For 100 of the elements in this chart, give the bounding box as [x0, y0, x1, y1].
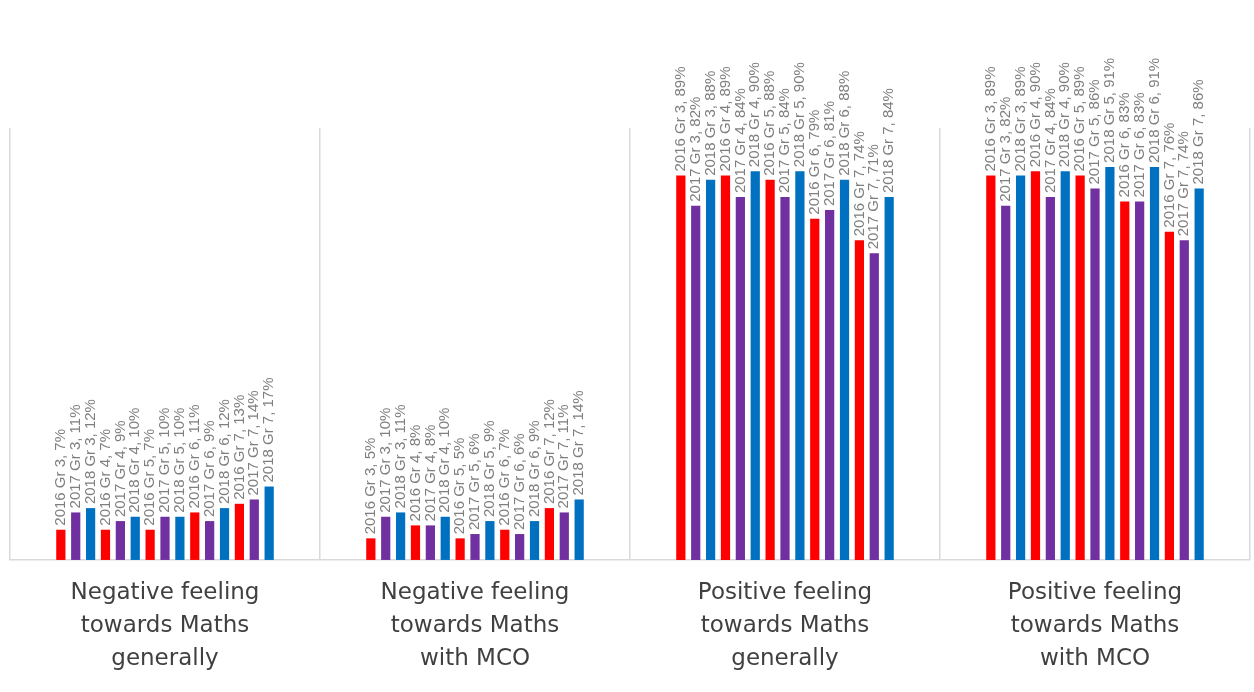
data-label: 2018 Gr 4, 90%	[745, 62, 763, 168]
data-label: 2017 Gr 4, 84%	[1040, 88, 1058, 194]
data-label: 2017 Gr 4, 84%	[730, 88, 748, 194]
bar	[175, 516, 185, 560]
bar	[234, 503, 245, 560]
bar	[56, 529, 66, 560]
bar	[839, 179, 850, 560]
x-tick-label: Negative feeling towards Maths generally	[70, 577, 260, 671]
data-label: 2016 Gr 3, 89%	[670, 66, 688, 172]
bar	[869, 253, 879, 560]
data-label: 2018 Gr 7, 17%	[259, 377, 277, 483]
bar	[485, 521, 495, 560]
bar	[691, 205, 701, 560]
bar	[1001, 205, 1011, 560]
data-label: 2016 Gr 4, 90%	[1025, 62, 1043, 168]
bar	[574, 499, 584, 560]
bar	[780, 197, 790, 560]
bar	[264, 486, 274, 560]
data-label: 2018 Gr 7, 86%	[1189, 79, 1207, 185]
data-label: 2017 Gr 4, 8%	[420, 424, 438, 522]
bar	[1149, 166, 1160, 560]
bar	[676, 175, 686, 560]
data-label: 2017 Gr 6, 83%	[1129, 92, 1147, 198]
bar	[986, 175, 996, 560]
x-tick-label: Negative feeling towards Maths with MCO	[380, 577, 570, 671]
data-label: 2016 Gr 3, 5%	[360, 437, 378, 535]
bar	[1060, 171, 1070, 560]
data-label: 2018 Gr 5, 9%	[480, 420, 498, 518]
bar	[455, 538, 465, 560]
data-label: 2016 Gr 4, 7%	[95, 428, 113, 526]
bar	[71, 512, 81, 560]
bar	[1105, 166, 1115, 560]
data-label: 2017 Gr 7, 71%	[864, 144, 882, 250]
bar	[705, 179, 716, 560]
data-label: 2016 Gr 5, 7%	[140, 428, 158, 526]
bar	[854, 240, 865, 560]
data-label: 2017 Gr 3, 82%	[685, 96, 703, 202]
data-label: 2016 Gr 7, 76%	[1159, 122, 1177, 228]
bar	[559, 512, 569, 560]
x-tick-label: Positive feeling towards Maths generally	[697, 577, 873, 671]
data-label: 2017 Gr 5, 10%	[155, 407, 173, 513]
bar	[1164, 231, 1175, 560]
bar	[1135, 201, 1145, 560]
bar	[85, 508, 96, 560]
bar	[190, 512, 200, 560]
bar	[795, 171, 805, 560]
data-label: 2018 Gr 4, 90%	[1055, 62, 1073, 168]
data-label: 2018 Gr 4, 10%	[435, 407, 453, 513]
bar	[160, 516, 170, 560]
data-label: 2017 Gr 3, 82%	[995, 96, 1013, 202]
data-label: 2018 Gr 3, 12%	[80, 399, 98, 505]
data-label: 2017 Gr 5, 86%	[1085, 79, 1103, 185]
bar	[1030, 171, 1041, 560]
data-label: 2016 Gr 5, 88%	[760, 70, 778, 176]
data-label: 2016 Gr 4, 8%	[405, 424, 423, 522]
data-label: 2018 Gr 5, 91%	[1100, 57, 1118, 163]
bar	[1090, 188, 1100, 560]
bar	[1015, 175, 1026, 560]
bar	[1179, 240, 1189, 560]
bar	[810, 218, 820, 560]
bar	[219, 508, 230, 560]
data-label: 2018 Gr 5, 10%	[170, 407, 188, 513]
bar	[515, 534, 525, 560]
bar	[544, 508, 555, 560]
x-tick-label: Positive feeling towards Maths with MCO	[1007, 577, 1183, 671]
bar	[100, 529, 111, 560]
bar	[500, 529, 510, 560]
bar	[1045, 197, 1055, 560]
bar	[825, 210, 835, 560]
bar	[145, 529, 155, 560]
data-label: 2018 Gr 7, 14%	[569, 390, 587, 496]
bar	[720, 175, 731, 560]
data-label: 2017 Gr 3, 10%	[375, 407, 393, 513]
bar	[410, 525, 421, 560]
bar	[1075, 175, 1085, 560]
data-label: 2017 Gr 5, 84%	[775, 88, 793, 194]
bar	[750, 171, 760, 560]
data-label: 2016 Gr 5, 89%	[1070, 66, 1088, 172]
bar	[425, 525, 435, 560]
data-label: 2016 Gr 3, 89%	[980, 66, 998, 172]
data-label: 2018 Gr 7, 84%	[879, 88, 897, 194]
bar	[1120, 201, 1130, 560]
bar	[395, 512, 406, 560]
data-label: 2016 Gr 7, 13%	[229, 394, 247, 500]
data-label: 2016 Gr 7, 74%	[849, 131, 867, 237]
bar	[1194, 188, 1204, 560]
bar	[529, 521, 540, 560]
bar	[884, 197, 894, 560]
data-label: 2017 Gr 7, 11%	[554, 404, 572, 509]
data-label: 2018 Gr 6, 91%	[1144, 57, 1162, 163]
data-label: 2017 Gr 6, 9%	[199, 420, 217, 518]
bar	[115, 521, 125, 560]
bar	[381, 516, 391, 560]
data-label: 2017 Gr 5, 6%	[465, 433, 483, 531]
bar	[205, 521, 215, 560]
bar	[130, 516, 140, 560]
data-label: 2016 Gr 3, 7%	[50, 428, 68, 526]
bar	[470, 534, 480, 560]
bar	[366, 538, 376, 560]
data-label: 2016 Gr 5, 5%	[450, 437, 468, 535]
